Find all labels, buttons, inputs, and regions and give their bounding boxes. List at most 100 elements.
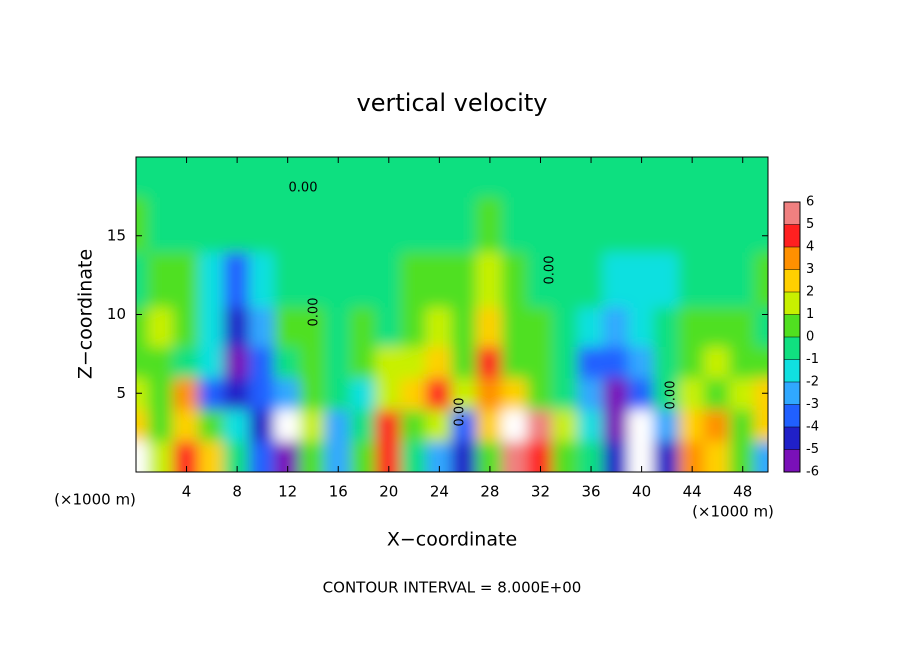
contour-label: 0.00 — [453, 398, 468, 427]
contour-label: 0.00 — [307, 298, 322, 327]
x-tick-label: 36 — [581, 483, 600, 501]
x-tick-label: 12 — [278, 483, 297, 501]
colorbar-label: -4 — [806, 420, 819, 435]
field-cell — [349, 157, 378, 198]
field-cell — [299, 345, 327, 379]
field-cell — [223, 345, 251, 379]
field-cell — [147, 439, 175, 472]
field-cell — [703, 345, 732, 379]
field-cell — [678, 376, 706, 410]
y-tick-label: 15 — [107, 226, 126, 244]
field-cell — [147, 408, 175, 442]
field-cell — [274, 345, 302, 379]
field-cell — [451, 305, 479, 347]
field-cell — [729, 157, 757, 198]
field-cell — [602, 305, 630, 347]
field-cell — [136, 195, 150, 253]
field-cell — [627, 195, 656, 253]
field-cell — [425, 195, 453, 253]
field-cell — [299, 195, 327, 253]
field-cell — [248, 250, 277, 308]
field-cell — [552, 305, 580, 347]
field-cell — [375, 195, 403, 253]
colorbar-swatch — [784, 427, 800, 450]
field-cell — [602, 408, 630, 442]
field-cell — [653, 157, 681, 198]
field-cell — [526, 305, 555, 347]
field-cell — [754, 157, 768, 198]
colorbar-swatch — [784, 224, 800, 247]
field-cell — [425, 376, 453, 410]
colorbar-label: -2 — [806, 375, 819, 390]
field-cell — [375, 250, 403, 308]
field-cell — [451, 439, 479, 472]
field-cell — [425, 305, 453, 347]
field-cell — [147, 250, 175, 308]
colorbar-label: -1 — [806, 352, 819, 367]
field-cell — [274, 195, 302, 253]
field-cell — [400, 439, 428, 472]
field-cell — [476, 408, 504, 442]
field-cell — [552, 345, 580, 379]
field-cell — [248, 195, 277, 253]
x-tick-label: 40 — [632, 483, 651, 501]
field-cell — [729, 345, 757, 379]
contour-label: 0.00 — [543, 256, 558, 285]
field-cell — [223, 250, 251, 308]
field-cell — [324, 305, 352, 347]
field-cell — [501, 408, 529, 442]
field-cell — [198, 408, 226, 442]
y-axis-label: Z−coordinate — [75, 249, 97, 379]
field-cell — [678, 408, 706, 442]
field-cell — [136, 439, 150, 472]
field-cell — [136, 376, 150, 410]
field-cell — [136, 250, 150, 308]
field-cell — [754, 250, 768, 308]
field-cell — [324, 408, 352, 442]
field-cell — [400, 157, 428, 198]
field-cell — [147, 305, 175, 347]
colorbar-label: 1 — [806, 307, 814, 322]
field-cell — [577, 305, 605, 347]
field-cell — [476, 157, 504, 198]
field-cell — [451, 408, 479, 442]
field-cell — [425, 250, 453, 308]
field-cell — [501, 376, 529, 410]
field-cell — [602, 157, 630, 198]
y-tick-label: 10 — [107, 305, 126, 323]
field-cell — [198, 439, 226, 472]
field-cell — [172, 250, 201, 308]
field-cell — [602, 195, 630, 253]
field-cell — [653, 250, 681, 308]
field-cell — [703, 250, 732, 308]
field-cell — [678, 305, 706, 347]
field-cell — [400, 408, 428, 442]
field-cell — [501, 157, 529, 198]
colorbar-swatch — [784, 269, 800, 292]
colorbar-swatch — [784, 292, 800, 315]
field-cell — [526, 250, 555, 308]
field-cell — [299, 157, 327, 198]
field-cell — [172, 195, 201, 253]
field-cell — [400, 376, 428, 410]
field-cell — [223, 376, 251, 410]
field-cell — [375, 345, 403, 379]
field-cell — [349, 250, 378, 308]
x-tick-label: 4 — [182, 483, 192, 501]
colorbar-swatch — [784, 337, 800, 360]
field-cell — [577, 250, 605, 308]
field-cell — [577, 408, 605, 442]
x-tick-label: 28 — [480, 483, 499, 501]
field-cell — [729, 195, 757, 253]
field-cell — [577, 376, 605, 410]
field-cell — [349, 408, 378, 442]
field-cell — [349, 376, 378, 410]
field-cell — [198, 345, 226, 379]
field-cell — [136, 345, 150, 379]
x-axis-label: X−coordinate — [387, 529, 517, 551]
colorbar-swatch — [784, 314, 800, 337]
field-cell — [552, 250, 580, 308]
field-cell — [451, 376, 479, 410]
colorbar-swatch — [784, 359, 800, 382]
field-cell — [198, 305, 226, 347]
